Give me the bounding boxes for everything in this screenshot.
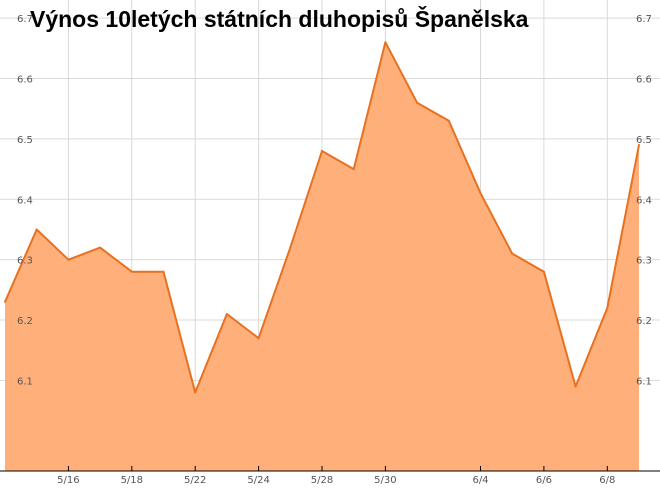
y-tick-label-right: 6.3 xyxy=(636,256,652,267)
data-point xyxy=(416,101,419,104)
data-point xyxy=(225,313,228,315)
data-point xyxy=(289,246,292,249)
data-point xyxy=(35,228,38,231)
x-tick-label: 5/16 xyxy=(57,475,79,486)
x-tick-label: 6/4 xyxy=(472,475,488,486)
data-point xyxy=(4,300,6,303)
y-tick-label-left: 6.4 xyxy=(17,195,33,206)
data-point xyxy=(542,270,545,273)
y-tick-label-right: 6.7 xyxy=(636,14,652,25)
area-series xyxy=(4,41,640,472)
x-tick-label: 5/22 xyxy=(184,475,206,486)
x-tick-label: 5/24 xyxy=(247,475,269,486)
data-point xyxy=(162,270,165,273)
data-point xyxy=(638,143,640,146)
data-point xyxy=(257,337,260,340)
x-tick-label: 6/8 xyxy=(599,475,615,486)
data-point xyxy=(321,150,323,152)
x-tick-label: 6/6 xyxy=(536,475,552,486)
y-tick-label-left: 6.7 xyxy=(17,14,33,25)
data-point xyxy=(574,385,577,388)
data-point xyxy=(511,252,514,255)
y-tick-label-left: 6.6 xyxy=(17,75,33,86)
y-tick-label-right: 6.5 xyxy=(636,135,652,146)
y-tick-label-right: 6.1 xyxy=(636,376,652,387)
chart-title: Výnos 10letých státních dluhopisů Španěl… xyxy=(30,5,529,32)
data-point xyxy=(67,258,70,261)
y-tick-label-right: 6.4 xyxy=(636,195,652,206)
data-point xyxy=(99,246,102,249)
data-point xyxy=(384,41,387,44)
data-point xyxy=(479,192,482,195)
y-tick-label-right: 6.2 xyxy=(636,316,652,327)
data-point xyxy=(130,270,133,273)
x-tick-label: 5/28 xyxy=(311,475,333,486)
data-point xyxy=(352,168,355,171)
y-tick-label-left: 6.5 xyxy=(17,135,33,146)
x-tick-label: 5/30 xyxy=(374,475,396,486)
axes xyxy=(0,466,660,472)
area-fill xyxy=(5,42,639,472)
data-point xyxy=(447,119,450,122)
y-tick-label-right: 6.6 xyxy=(636,75,652,86)
data-point xyxy=(606,307,609,309)
y-tick-label-left: 6.1 xyxy=(17,376,33,387)
tick-labels: 6.1 6.1 6.2 6.2 6.3 6.3 6.4 6.4 6.5 6.5 6.6 6.6 6.7 6… xyxy=(17,14,652,486)
data-point xyxy=(194,391,197,394)
y-tick-label-left: 6.2 xyxy=(17,316,33,327)
x-tick-label: 5/18 xyxy=(121,475,143,486)
y-tick-label-left: 6.3 xyxy=(17,256,33,267)
